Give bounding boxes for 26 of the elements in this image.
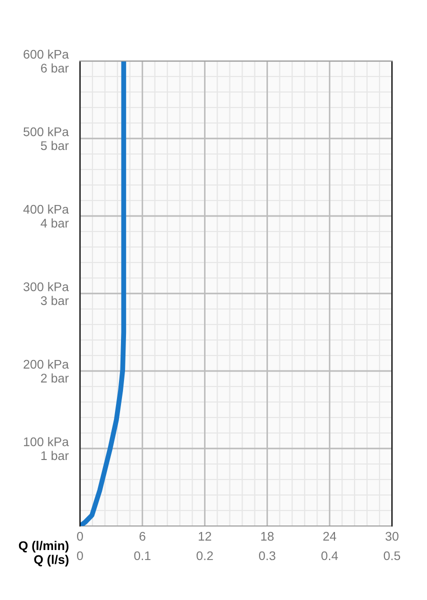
x2-axis-title: Q (l/s) — [34, 554, 68, 566]
x2-tick-label: 0.1 — [134, 551, 150, 560]
y-tick-label: 500 kPa — [24, 127, 69, 136]
x-tick-label: 12 — [198, 532, 212, 541]
x2-tick-label: 0.2 — [196, 551, 213, 560]
y-tick-label: 400 kPa — [23, 204, 69, 214]
y-tick-label: 100 kPa — [24, 437, 69, 446]
x-tick-label: 6 — [140, 532, 146, 541]
x-tick-label: 30 — [386, 532, 398, 541]
y-tick-label: 200 kPa — [24, 360, 69, 369]
x-tick-label: 18 — [261, 532, 274, 541]
y2-tick-label: 1 bar — [41, 450, 69, 460]
x2-tick-label: 0.3 — [259, 551, 276, 560]
y2-tick-label: 3 bar — [40, 296, 69, 306]
x2-tick-label: 0 — [77, 551, 83, 560]
y2-tick-label: 4 bar — [40, 218, 69, 228]
x-axis-title: Q (l/min) — [18, 540, 68, 553]
x-tick-label: 24 — [323, 532, 336, 541]
y-tick-label: 600 kPa — [24, 50, 69, 59]
y2-tick-label: 6 bar — [41, 63, 69, 73]
x2-tick-label: 0.4 — [321, 551, 338, 560]
x2-tick-label: 0.5 — [384, 551, 400, 560]
y2-tick-label: 5 bar — [40, 140, 69, 150]
y2-tick-label: 2 bar — [41, 373, 69, 383]
x-tick-label: 0 — [77, 532, 83, 541]
y-tick-label: 300 kPa — [24, 282, 69, 292]
